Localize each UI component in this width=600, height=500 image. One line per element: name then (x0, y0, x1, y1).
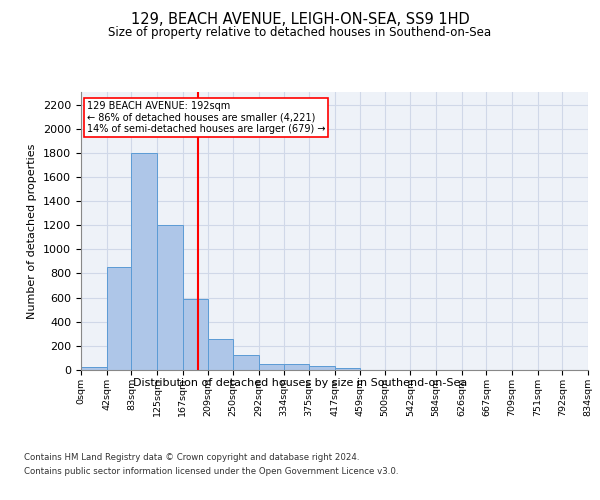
Bar (233, 355, 259, 370)
Bar (131, 153, 157, 370)
Bar (182, 299, 208, 370)
Text: Contains HM Land Registry data © Crown copyright and database right 2024.: Contains HM Land Registry data © Crown c… (24, 452, 359, 462)
Text: 129 BEACH AVENUE: 192sqm
← 86% of detached houses are smaller (4,221)
14% of sem: 129 BEACH AVENUE: 192sqm ← 86% of detach… (87, 101, 326, 134)
Text: Distribution of detached houses by size in Southend-on-Sea: Distribution of detached houses by size … (133, 378, 467, 388)
Bar (259, 364, 284, 370)
Bar (107, 268, 131, 370)
Bar (208, 338, 233, 370)
Text: Contains public sector information licensed under the Open Government Licence v3: Contains public sector information licen… (24, 468, 398, 476)
Bar (309, 366, 335, 370)
Text: Size of property relative to detached houses in Southend-on-Sea: Size of property relative to detached ho… (109, 26, 491, 39)
Y-axis label: Number of detached properties: Number of detached properties (28, 144, 37, 319)
Bar (157, 225, 182, 370)
Bar (284, 364, 309, 370)
Bar (81, 367, 107, 370)
Bar (335, 368, 360, 370)
Text: 129, BEACH AVENUE, LEIGH-ON-SEA, SS9 1HD: 129, BEACH AVENUE, LEIGH-ON-SEA, SS9 1HD (131, 12, 469, 28)
